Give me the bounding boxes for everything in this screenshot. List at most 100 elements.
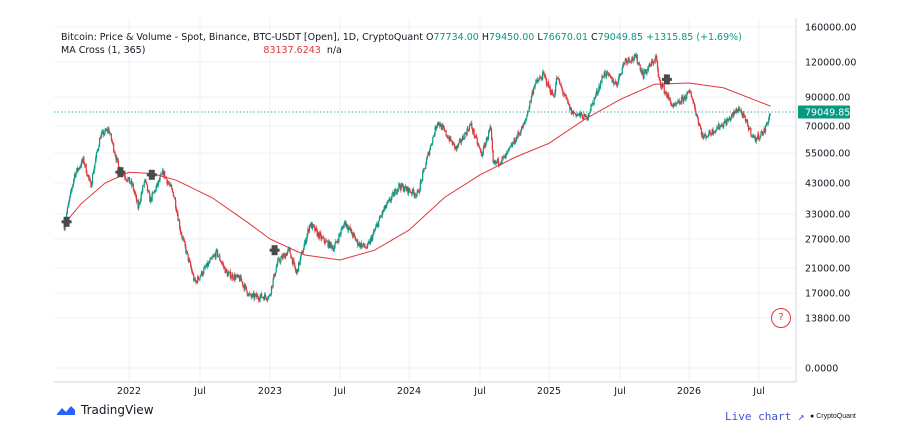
candle-body: [662, 85, 665, 87]
candle-body: [454, 143, 456, 149]
candle-body: [617, 83, 619, 86]
candle-body: [667, 94, 669, 99]
candle-body: [146, 181, 148, 185]
candle-body: [526, 115, 528, 119]
candle-body: [713, 131, 716, 133]
candle-body: [647, 68, 649, 71]
candle-body: [482, 153, 484, 157]
candle-body: [636, 54, 638, 64]
candle-body: [489, 126, 491, 130]
candle-body: [131, 183, 134, 186]
candle-body: [143, 181, 145, 186]
candle-body: [230, 277, 232, 279]
candle-body: [380, 215, 382, 218]
candle-body: [603, 71, 605, 78]
candle-body: [420, 180, 422, 182]
candle-body: [529, 101, 531, 107]
candle-body: [278, 258, 280, 262]
candle-body: [335, 240, 337, 244]
candle-body: [657, 68, 659, 77]
candle-body: [267, 296, 270, 299]
candle-body: [111, 139, 113, 143]
candle-body: [428, 152, 430, 155]
candle-body: [450, 141, 453, 142]
candle-body: [497, 158, 499, 165]
candle-body: [469, 124, 471, 126]
candle-body: [717, 124, 719, 129]
candle-body: [437, 121, 439, 124]
candle-body: [640, 69, 642, 71]
candle-body: [548, 81, 550, 88]
candle-body: [417, 190, 419, 192]
candle-body: [314, 226, 316, 232]
candle-body: [564, 94, 566, 96]
candle-body: [707, 135, 709, 137]
live-chart-link[interactable]: Live chart ↗: [725, 410, 805, 423]
candle-body: [299, 258, 301, 265]
candle-body: [337, 241, 339, 243]
candle-body: [448, 137, 450, 141]
candle-body: [644, 69, 646, 74]
candle-body: [506, 153, 508, 154]
candle-body: [709, 130, 711, 134]
candle-body: [132, 183, 134, 190]
candle-body: [533, 87, 535, 94]
candle-body: [689, 91, 691, 93]
candle-body: [509, 145, 511, 148]
candle-body: [405, 185, 407, 188]
candle-body: [497, 158, 499, 163]
tradingview-logo[interactable]: TradingView: [56, 403, 154, 417]
candle-body: [462, 136, 464, 139]
candle-body: [761, 131, 764, 136]
candle-body: [236, 274, 238, 277]
candle-body: [80, 160, 83, 167]
help-button[interactable]: ?: [771, 308, 791, 328]
candle-body: [598, 86, 600, 92]
candle-body: [151, 193, 153, 201]
candle-body: [554, 92, 556, 97]
candle-body: [345, 220, 347, 227]
candle-body: [768, 118, 770, 124]
candle-body: [530, 101, 532, 102]
candle-body: [691, 97, 693, 100]
candle-body: [284, 253, 286, 259]
candle-body: [754, 137, 757, 142]
candle-body: [170, 183, 172, 187]
candle-body: [304, 240, 306, 246]
candle-body: [619, 73, 621, 76]
candle-body: [446, 135, 448, 137]
candle-body: [80, 166, 82, 168]
candle-body: [389, 198, 391, 202]
candle-body: [686, 91, 689, 94]
candle-body: [399, 186, 401, 190]
candle-body: [419, 181, 421, 191]
candle-body: [658, 76, 660, 78]
candle-body: [616, 83, 618, 86]
candle-body: [439, 124, 441, 127]
candle-body: [716, 127, 718, 130]
candle-body: [357, 245, 359, 246]
candle-body: [755, 137, 757, 142]
grid: [54, 18, 797, 383]
candle-body: [561, 86, 563, 90]
candle-body: [536, 79, 538, 81]
candle-body: [166, 179, 168, 184]
candle-body: [520, 131, 522, 135]
candle-body: [761, 131, 763, 133]
candle-body: [231, 274, 233, 278]
candle-body: [92, 173, 94, 175]
candle-body: [156, 183, 158, 187]
candle-body: [378, 220, 380, 227]
last-price-box: [798, 105, 850, 119]
candle-body: [418, 190, 420, 193]
cross-marker: [146, 169, 157, 180]
candle-body: [394, 189, 396, 192]
candle-body: [403, 189, 405, 192]
candle-body: [319, 232, 321, 234]
candle-body: [444, 130, 446, 132]
y-tick-label: 13800.00: [805, 314, 850, 325]
candle-body: [269, 294, 271, 296]
candle-body: [609, 75, 612, 78]
candle-body: [495, 161, 497, 164]
